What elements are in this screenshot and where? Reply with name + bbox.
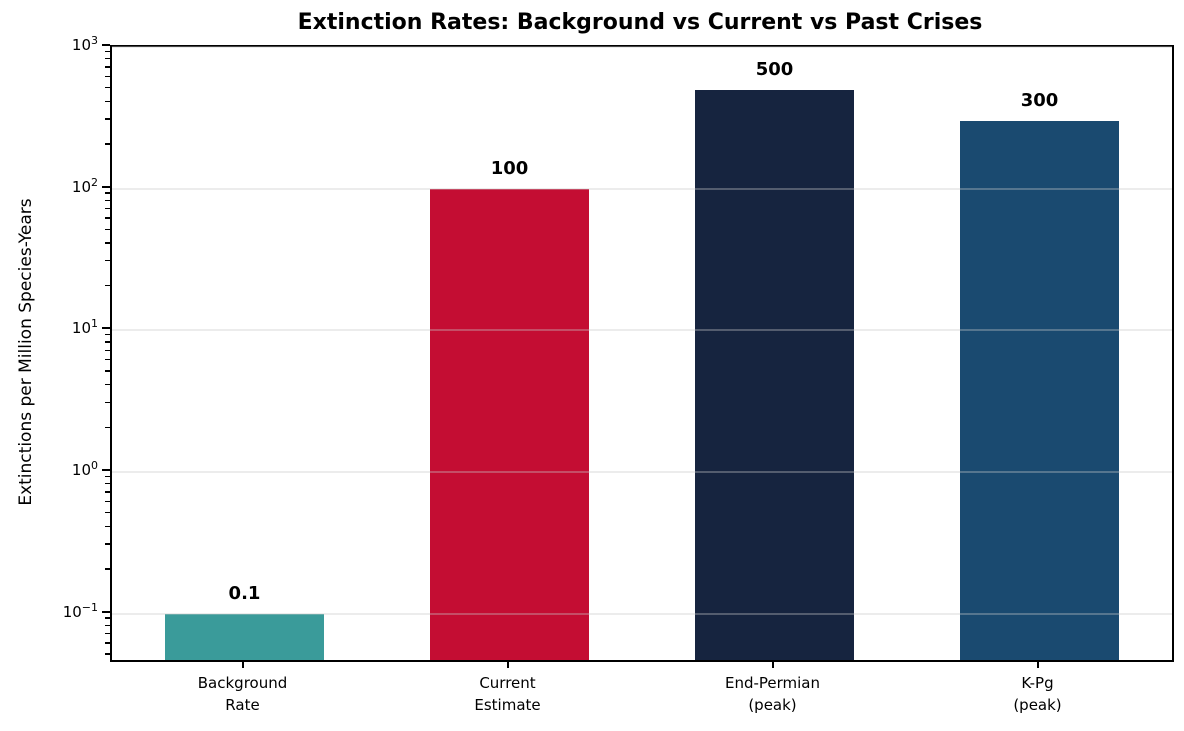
- gridline-10e1: [112, 329, 1172, 332]
- y-minor-tick: [105, 58, 110, 60]
- chart-title: Extinction Rates: Background vs Current …: [297, 10, 983, 35]
- bar-value-label: 0.1: [228, 582, 261, 604]
- x-tick-label-line: Rate: [225, 696, 260, 714]
- y-minor-tick: [105, 199, 110, 202]
- y-minor-tick: [105, 50, 110, 53]
- gridline-10e-1: [112, 612, 1172, 615]
- y-minor-tick: [105, 359, 110, 361]
- y-minor-tick: [105, 66, 110, 68]
- bar-current-estimate: [430, 188, 589, 660]
- x-tick-label-k-pg-peak-: K-Pg (peak): [905, 672, 1170, 716]
- y-minor-tick: [105, 491, 110, 493]
- gridline-10e0: [112, 470, 1172, 473]
- x-tick-mark: [506, 660, 509, 668]
- y-minor-tick: [105, 525, 110, 527]
- y-major-tick: [102, 468, 110, 471]
- bar-value-label: 100: [490, 157, 529, 179]
- y-major-tick: [102, 610, 110, 613]
- y-minor-tick: [105, 511, 110, 514]
- bar-end-permian-peak-: [695, 89, 854, 660]
- y-minor-tick: [105, 242, 110, 244]
- y-minor-tick: [105, 207, 110, 210]
- x-tick-label-end-permian-peak-: End-Permian (peak): [640, 672, 905, 716]
- y-minor-tick: [105, 86, 110, 89]
- y-minor-tick: [105, 500, 110, 503]
- x-tick-label-line: (peak): [1013, 696, 1062, 714]
- x-tick-label-current-estimate: Current Estimate: [375, 672, 640, 716]
- y-minor-tick: [105, 642, 110, 644]
- gridline-10e3: [112, 46, 1172, 48]
- y-minor-tick: [105, 349, 110, 351]
- y-major-tick: [102, 185, 110, 188]
- x-tick-label-line: End-Permian: [724, 674, 821, 692]
- y-minor-tick: [105, 632, 110, 635]
- y-minor-tick: [105, 543, 110, 545]
- bar-value-label: 500: [755, 58, 794, 80]
- bar-value-label: 300: [1020, 90, 1059, 112]
- y-major-tick: [102, 327, 110, 330]
- plot-area: 0.1 100 500 300: [110, 45, 1174, 662]
- y-minor-tick: [105, 653, 110, 655]
- y-minor-tick: [105, 75, 110, 78]
- bar-k-pg-peak-: [960, 121, 1119, 660]
- y-minor-tick: [105, 383, 110, 386]
- y-minor-tick: [105, 426, 110, 428]
- x-tick-label-line: K-Pg: [1021, 674, 1054, 692]
- y-minor-tick: [105, 228, 110, 230]
- gridline-10e2: [112, 187, 1172, 190]
- y-tick-label: 103: [71, 34, 98, 54]
- x-tick-label-line: Background: [197, 674, 288, 692]
- y-minor-tick: [105, 100, 110, 103]
- y-minor-tick: [105, 370, 110, 372]
- y-minor-tick: [105, 143, 110, 145]
- y-tick-label: 10−1: [62, 600, 98, 621]
- x-tick-label-line: Estimate: [474, 696, 541, 714]
- y-minor-tick: [105, 568, 110, 570]
- y-minor-tick: [105, 334, 110, 336]
- y-minor-tick: [105, 617, 110, 619]
- y-minor-tick: [105, 192, 110, 194]
- y-axis-label: Extinctions per Million Species-Years: [16, 198, 36, 506]
- bar-background-rate: [165, 613, 324, 660]
- y-major-tick: [102, 44, 110, 46]
- y-tick-label: 100: [71, 458, 98, 479]
- x-tick-mark: [771, 660, 774, 668]
- y-minor-tick: [105, 624, 110, 626]
- y-minor-tick: [105, 401, 110, 404]
- y-minor-tick: [105, 341, 110, 343]
- y-minor-tick: [105, 482, 110, 485]
- x-tick-label-line: (peak): [748, 696, 797, 714]
- x-tick-mark: [241, 660, 244, 668]
- y-minor-tick: [105, 284, 110, 287]
- x-tick-label-background-rate: Background Rate: [110, 672, 375, 716]
- y-minor-tick: [105, 118, 110, 120]
- y-minor-tick: [105, 217, 110, 219]
- x-tick-mark: [1036, 660, 1039, 668]
- y-tick-label: 102: [71, 175, 98, 196]
- y-minor-tick: [105, 259, 110, 262]
- y-minor-tick: [105, 475, 110, 478]
- y-tick-label: 101: [71, 317, 98, 338]
- x-tick-label-line: Current: [479, 674, 536, 692]
